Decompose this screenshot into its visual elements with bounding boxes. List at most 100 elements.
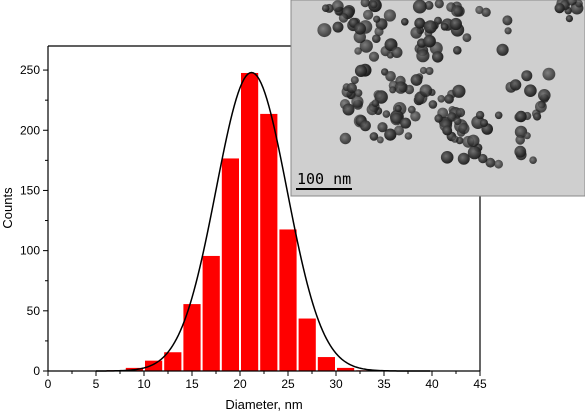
nanoparticle [354,89,363,97]
nanoparticle [428,100,438,109]
nanoparticle [389,86,397,94]
nanoparticle [425,67,434,75]
nanoparticle [401,18,409,26]
nanoparticle [376,136,384,144]
nanoparticle [440,151,454,164]
nanoparticle [467,145,482,160]
nanoparticle [440,23,449,31]
nanoparticle [442,125,453,136]
nanoparticle [444,94,454,104]
nanoparticle [423,20,437,34]
nanoparticle [494,111,503,120]
scale-bar-label: 100 nm [297,170,351,188]
gaussian-fit-curve [95,71,431,372]
nanoparticle [369,132,379,141]
nanoparticle [451,5,463,17]
nanoparticle [339,132,352,145]
nanoparticle [575,0,583,8]
nanoparticle [475,110,485,120]
nanoparticle [394,104,402,113]
nanoparticle [354,47,362,55]
histogram-bar [144,359,164,372]
y-tick-label: 100 [20,244,40,258]
nanoparticle [453,117,462,126]
nanoparticle [432,51,444,63]
x-tick-label: 0 [45,377,52,391]
x-tick-label: 35 [377,377,391,391]
nanoparticle [554,3,565,14]
y-axis-title: Counts [0,187,15,229]
nanoparticle [371,99,380,107]
nanoparticle [434,0,444,9]
nanoparticle [437,95,446,103]
nanoparticle [449,17,462,31]
x-tick-label: 45 [473,377,487,391]
nanoparticle [419,84,433,97]
nanoparticle [542,67,556,81]
nanoparticle [410,26,423,39]
nanoparticle [390,112,403,126]
nanoparticle [419,66,428,75]
nanoparticle [353,30,366,44]
nanoparticle [521,70,533,82]
y-axis-ticks: 0 50 100 150 200 250 [20,63,48,378]
y-tick-label: 200 [20,123,40,137]
nanoparticle [524,84,537,97]
nanoparticle [374,26,384,37]
nanoparticle [394,125,404,136]
tem-inset: 100 nm [290,0,585,197]
nanoparticle [373,15,381,23]
y-tick-label: 50 [27,304,41,318]
nanoparticle [452,84,466,98]
x-tick-label: 15 [185,377,199,391]
nanoparticle [382,110,391,118]
nanoparticle [496,43,509,56]
nanoparticle [384,128,397,141]
nanoparticle [391,46,403,59]
x-axis-title: Diameter, nm [225,397,302,412]
nanoparticle [533,112,542,121]
nanoparticle [385,71,396,82]
nanoparticle [480,119,488,127]
nanoparticle [372,34,381,43]
nanoparticle [515,110,527,123]
nanoparticle [359,39,373,53]
nanoparticle [404,84,415,95]
nanoparticle [410,111,421,122]
nanoparticle [369,0,378,9]
nanoparticle [514,145,527,158]
nanoparticle [414,17,426,29]
nanoparticles [317,0,584,169]
histogram-bar [259,112,279,372]
nanoparticle [535,100,547,113]
nanoparticle [467,134,480,147]
nanoparticle [565,15,574,23]
x-axis-ticks: 0 5 10 15 20 25 30 35 40 45 [45,371,487,391]
nanoparticle [359,120,371,132]
nanoparticle [416,49,430,63]
y-tick-label: 250 [20,63,40,77]
nanoparticle [504,27,512,35]
x-tick-label: 40 [425,377,439,391]
nanoparticle [458,122,470,135]
nanoparticle [494,159,503,169]
histogram-bar [297,317,317,372]
nanoparticle [412,0,427,14]
nanoparticle [360,0,370,8]
nanoparticle [509,79,522,91]
nanoparticle [342,103,355,116]
histogram-bar [201,254,221,372]
nanoparticle [363,9,374,20]
histogram-bar [220,157,241,372]
x-tick-label: 30 [329,377,343,391]
x-tick-label: 5 [93,377,100,391]
nanoparticle [566,0,577,6]
nanoparticle [423,34,436,48]
nanoparticle [515,135,525,145]
x-tick-label: 10 [137,377,151,391]
nanoparticle [453,46,462,55]
nanoparticle [317,23,332,38]
nanoparticle [451,135,459,143]
histogram-bar [316,356,336,372]
